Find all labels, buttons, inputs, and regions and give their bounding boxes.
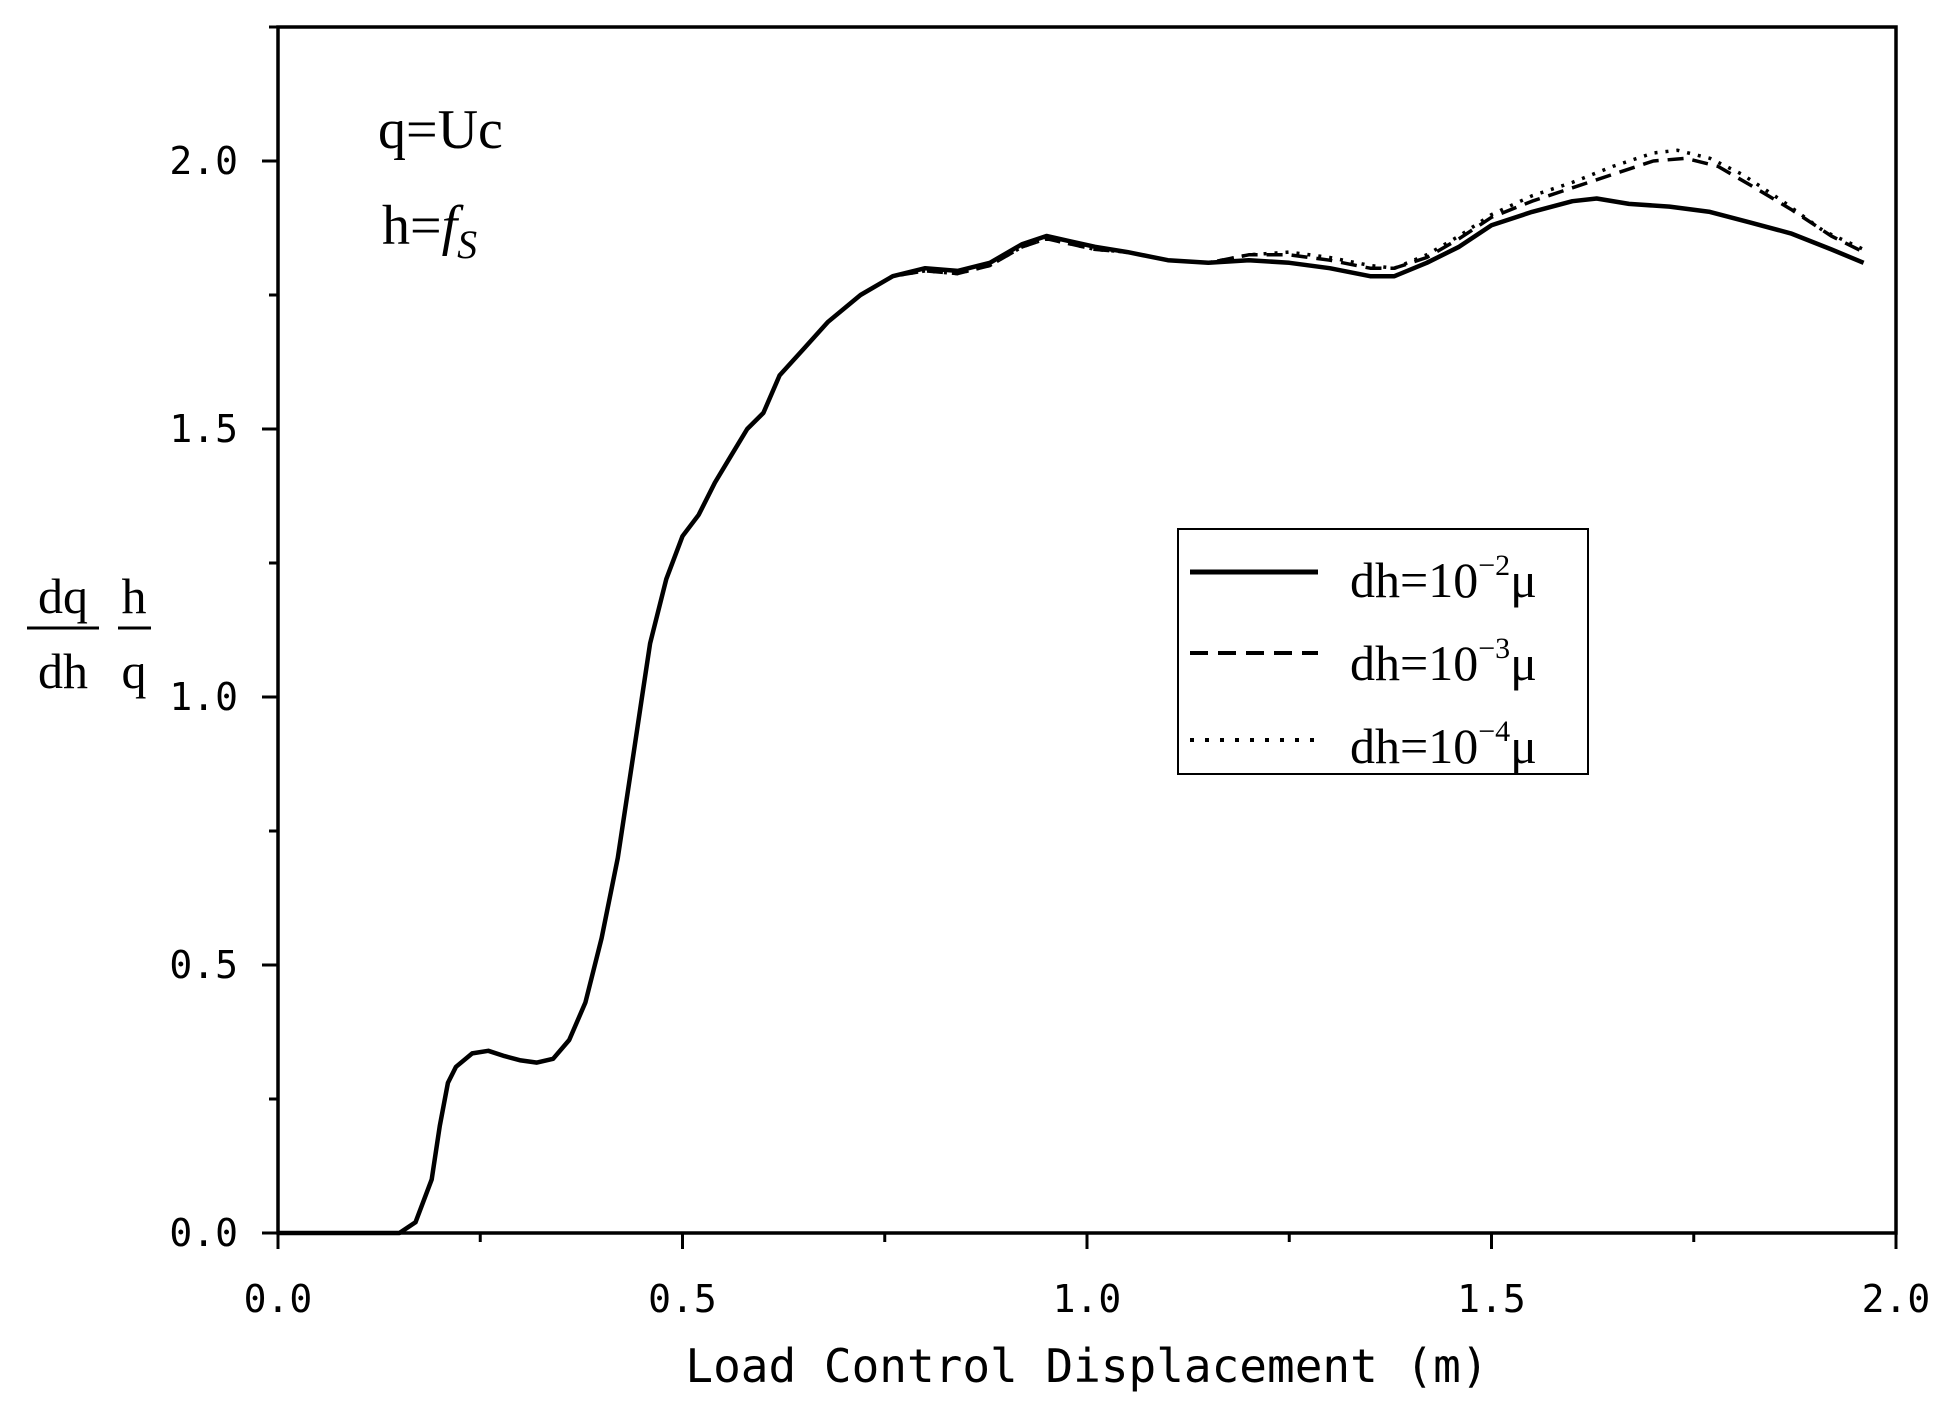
y-axis-title: dq dh h q <box>27 568 151 699</box>
axis-ticks <box>262 25 1898 1249</box>
legend-label-1: dh=10−2μ <box>1350 549 1537 608</box>
series-line-3 <box>278 148 1865 1235</box>
x-tick-label: 1.0 <box>1053 1277 1122 1321</box>
annotation-q: q=Uc <box>378 99 503 161</box>
series-layer <box>278 148 1865 1236</box>
y-tick-label: 1.0 <box>169 675 238 719</box>
annotation-h: h=fS <box>382 195 477 267</box>
y-frac2-den: q <box>122 643 147 699</box>
legend-label-3-exp: −4 <box>1478 715 1510 748</box>
legend-label-2-base: dh=10 <box>1350 635 1478 691</box>
tick-labels: 0.0 0.5 1.0 1.5 2.0 0.0 0.5 1.0 1.5 2.0 <box>169 139 1930 1321</box>
y-frac1-den: dh <box>38 643 88 699</box>
annotation-h-sub: S <box>457 222 477 267</box>
plot-frame <box>276 25 1898 1235</box>
legend-label-2-unit: μ <box>1510 635 1537 691</box>
legend-label-3-unit: μ <box>1510 718 1537 774</box>
y-frac1-num: dq <box>38 568 88 624</box>
legend-label-1-unit: μ <box>1510 552 1537 608</box>
y-frac2-num: h <box>122 568 147 624</box>
y-tick-label: 2.0 <box>169 139 238 183</box>
legend-label-3: dh=10−4μ <box>1350 715 1537 774</box>
series-line-1 <box>278 196 1865 1236</box>
y-tick-label: 1.5 <box>169 407 238 451</box>
legend-label-2-exp: −3 <box>1478 632 1510 665</box>
legend-label-1-exp: −2 <box>1478 549 1510 582</box>
x-tick-label: 1.5 <box>1457 1277 1526 1321</box>
x-axis-title: Load Control Displacement (m) <box>685 1339 1488 1393</box>
legend: dh=10−2μ dh=10−3μ dh=10−4μ <box>1177 528 1589 775</box>
series-line-2 <box>278 156 1865 1235</box>
y-tick-label: 0.0 <box>169 1211 238 1255</box>
x-tick-label: 0.5 <box>648 1277 717 1321</box>
x-tick-label: 2.0 <box>1862 1277 1931 1321</box>
x-tick-label: 0.0 <box>244 1277 313 1321</box>
legend-label-1-base: dh=10 <box>1350 552 1478 608</box>
y-tick-label: 0.5 <box>169 943 238 987</box>
legend-label-3-base: dh=10 <box>1350 718 1478 774</box>
legend-label-2: dh=10−3μ <box>1350 632 1537 691</box>
annotation-h-prefix: h= <box>382 195 442 257</box>
